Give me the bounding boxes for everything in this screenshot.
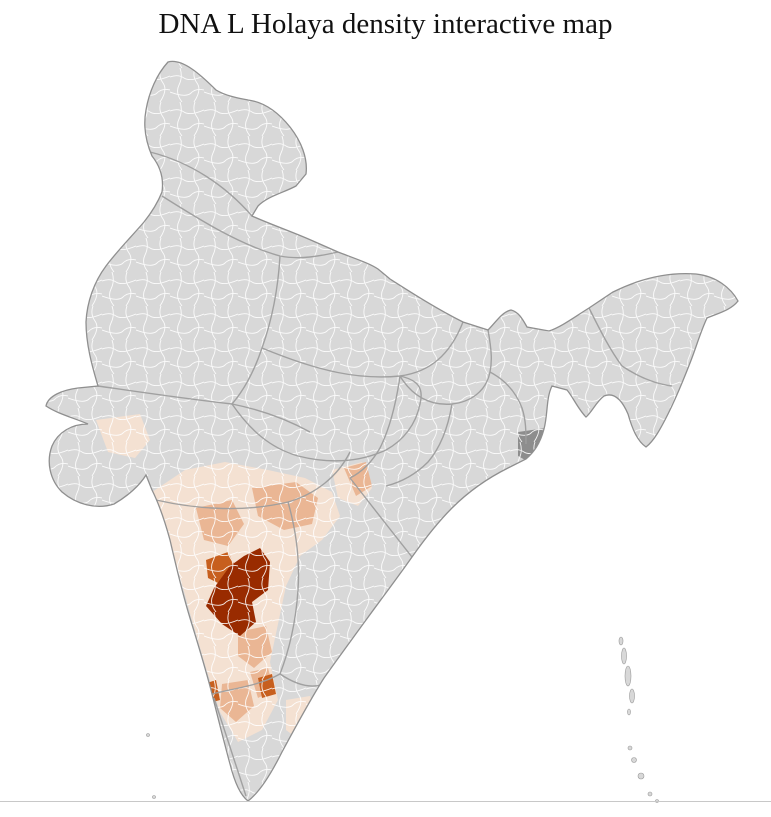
andaman-island bbox=[627, 708, 631, 716]
andaman-island bbox=[629, 688, 635, 704]
bottom-divider bbox=[0, 801, 771, 802]
islands bbox=[146, 636, 659, 803]
state-borders bbox=[97, 151, 673, 797]
andaman-island bbox=[624, 665, 632, 687]
lakshadweep-island bbox=[152, 795, 156, 799]
page-title: DNA L Holaya density interactive map bbox=[158, 8, 613, 40]
lakshadweep-island bbox=[146, 733, 150, 737]
district-boundaries-overlay bbox=[46, 61, 738, 801]
andaman-island bbox=[621, 647, 627, 665]
nicobar-island bbox=[647, 791, 653, 797]
nicobar-island bbox=[627, 745, 633, 751]
nicobar-island bbox=[637, 772, 645, 780]
nicobar-island bbox=[631, 757, 637, 763]
andaman-island bbox=[618, 636, 624, 646]
